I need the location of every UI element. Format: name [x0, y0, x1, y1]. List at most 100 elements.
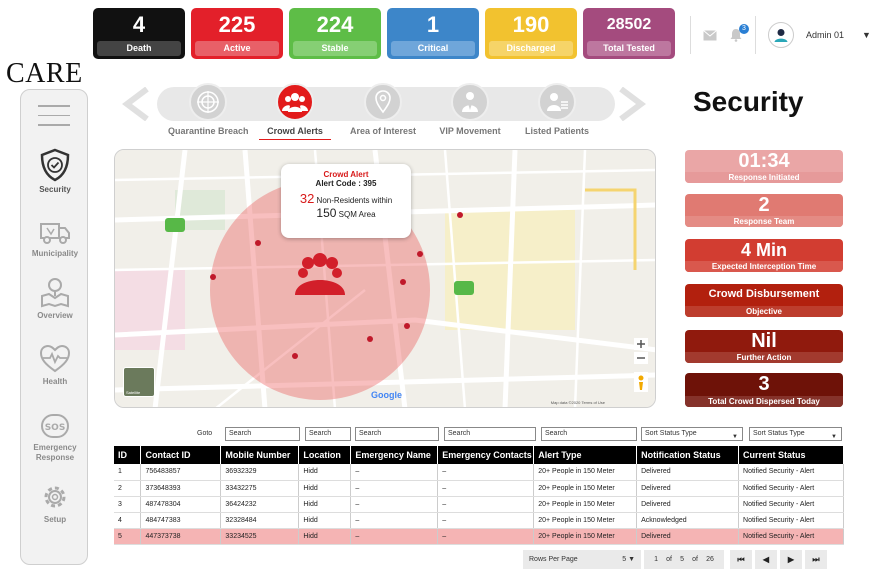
metric-value: Nil [751, 330, 777, 352]
tab-label: Area of Interest [349, 126, 417, 136]
sidebar-item-setup[interactable]: Setup [21, 482, 89, 525]
table-cell: Hidd [298, 480, 352, 497]
page-from: 1 [654, 556, 658, 563]
shield-icon [40, 148, 70, 182]
stat-card-stable[interactable]: 224 Stable [289, 8, 381, 59]
metric-further-action: Nil Further Action [685, 330, 843, 363]
last-page-button[interactable]: ⏭ [805, 550, 827, 569]
stat-value: 190 [512, 12, 550, 37]
column-header[interactable]: Mobile Number [220, 446, 300, 464]
table-cell: Delivered [636, 480, 740, 497]
popup-area: 150 SQM Area [281, 206, 411, 220]
search-input-emergency-contacts[interactable]: Search [444, 427, 536, 441]
sort-select-current[interactable]: Sort Status Type ▼ [749, 427, 842, 441]
map-credits: Map data ©2020 Terms of Use [550, 400, 605, 405]
notification-bell[interactable]: 3 [729, 24, 749, 42]
table-row[interactable]: 4 484747383 32328484 Hidd – –20+ People in 15… [114, 512, 844, 529]
radar-icon [197, 91, 219, 113]
chevron-down-icon[interactable]: ▼ [862, 30, 871, 40]
tab-vip-movement[interactable]: VIP Movement [430, 83, 510, 136]
column-header[interactable]: Alert Type [533, 446, 638, 464]
stat-card-discharged[interactable]: 190 Discharged [485, 8, 577, 59]
map-view[interactable]: Crowd Alert Alert Code : 395 32 Non-Resi… [114, 149, 656, 408]
sidebar-item-overview[interactable]: Overview [21, 276, 89, 321]
sidebar-item-health[interactable]: Health [21, 344, 89, 387]
search-input-alert-type[interactable]: Search [541, 427, 637, 441]
tab-label: VIP Movement [439, 126, 501, 136]
search-input-contact-id[interactable]: Search [225, 427, 300, 441]
sidebar-item-security[interactable]: Security [21, 148, 89, 195]
table-cell: 2 [114, 480, 142, 497]
table-cell: Notified Security - Alert [738, 528, 844, 545]
table-cell: 36424232 [220, 496, 300, 513]
page-of-label-2: of [692, 556, 698, 563]
search-input-emergency-name[interactable]: Search [355, 427, 439, 441]
metric-expected-interception: 4 Min Expected Interception Time [685, 239, 843, 272]
sidebar-item-municipality[interactable]: Municipality [21, 220, 89, 259]
popup-count: 32 Non-Residents within [281, 191, 411, 206]
table-cell: Hidd [298, 464, 352, 481]
stat-card-death[interactable]: 4 Death [93, 8, 185, 59]
hamburger-menu-icon[interactable] [38, 105, 70, 134]
metric-label: Total Crowd Dispersed Today [685, 396, 843, 407]
sos-icon: SOS [41, 414, 69, 438]
table-row[interactable]: 5 447373738 33234525 Hidd – –20+ People in 15… [114, 528, 844, 545]
column-header[interactable]: Location [298, 446, 352, 464]
header-actions: 3 Admin 01 ▼ [690, 14, 871, 56]
zoom-controls[interactable] [634, 338, 648, 394]
rows-per-page-select[interactable]: Rows Per Page 5 ▼ [523, 550, 641, 569]
tab-area-of-interest[interactable]: Area of Interest [343, 83, 423, 136]
table-cell: Hidd [298, 496, 352, 513]
stat-card-active[interactable]: 225 Active [191, 8, 283, 59]
tab-quarantine-breach[interactable]: Quarantine Breach [168, 83, 249, 136]
sidebar-item-label: Overview [37, 311, 73, 320]
prev-page-button[interactable]: ◀ [755, 550, 777, 569]
table-cell: 20+ People in 150 Meter [533, 496, 638, 513]
stat-card-total-tested[interactable]: 28502 Total Tested [583, 8, 675, 59]
stat-value: 4 [132, 12, 146, 37]
table-row[interactable]: 3 487478304 36424232 Hidd – –20+ People in 15… [114, 496, 844, 513]
column-header[interactable]: Emergency Contacts [437, 446, 535, 464]
table-cell: 4 [114, 512, 142, 529]
avatar[interactable] [768, 22, 794, 48]
table-cell: – [437, 528, 535, 545]
chevron-right-icon[interactable] [617, 87, 647, 121]
column-header[interactable]: Current Status [738, 446, 844, 464]
crowd-alert-popup[interactable]: Crowd Alert Alert Code : 395 32 Non-Resi… [281, 164, 411, 238]
column-header[interactable]: Emergency Name [350, 446, 439, 464]
circle [451, 83, 489, 121]
tab-listed-patients[interactable]: Listed Patients [517, 83, 597, 136]
tab-crowd-alerts[interactable]: Crowd Alerts [255, 83, 335, 140]
metric-value: 4 Min [740, 240, 787, 260]
mail-icon[interactable] [703, 29, 717, 41]
metric-response-team: 2 Response Team [685, 194, 843, 227]
table-cell: – [350, 528, 439, 545]
popup-count-text: Non-Residents within [316, 196, 393, 205]
next-page-button[interactable]: ▶ [780, 550, 802, 569]
sidebar-item-label: Emergency Response [33, 443, 77, 462]
first-page-button[interactable]: ⏮ [730, 550, 752, 569]
column-header[interactable]: ID [114, 446, 142, 464]
chevron-left-icon[interactable] [121, 87, 151, 121]
table-cell: Hidd [298, 512, 352, 529]
table-cell: – [350, 464, 439, 481]
sidebar-item-emergency-response[interactable]: SOS Emergency Response [21, 412, 89, 463]
table-cell: – [350, 496, 439, 513]
column-header[interactable]: Notification Status [636, 446, 740, 464]
sort-select-notification[interactable]: Sort Status Type ▼ [641, 427, 743, 441]
stat-card-critical[interactable]: 1 Critical [387, 8, 479, 59]
page-total: 26 [706, 556, 714, 563]
app-logo: CARE [6, 58, 83, 89]
satellite-toggle[interactable]: Satellite [123, 367, 155, 397]
patient-list-icon [547, 93, 568, 111]
pagination: Rows Per Page 5 ▼ 1 of 5 of 26 ⏮ ◀ ▶ ⏭ [523, 550, 827, 569]
gear-icon [44, 486, 66, 508]
satellite-label: Satellite [126, 390, 141, 395]
column-header[interactable]: Contact ID [140, 446, 222, 464]
search-input-location[interactable]: Search [305, 427, 351, 441]
sidebar-item-label: Setup [43, 515, 67, 524]
table-row[interactable]: 2 373648393 33432275 Hidd – –20+ People in 15… [114, 480, 844, 497]
stat-label: Active [195, 41, 279, 56]
table-row[interactable]: 1 756483857 36932329 Hidd – –20+ People in 15… [114, 464, 844, 481]
user-name[interactable]: Admin 01 [806, 30, 845, 40]
